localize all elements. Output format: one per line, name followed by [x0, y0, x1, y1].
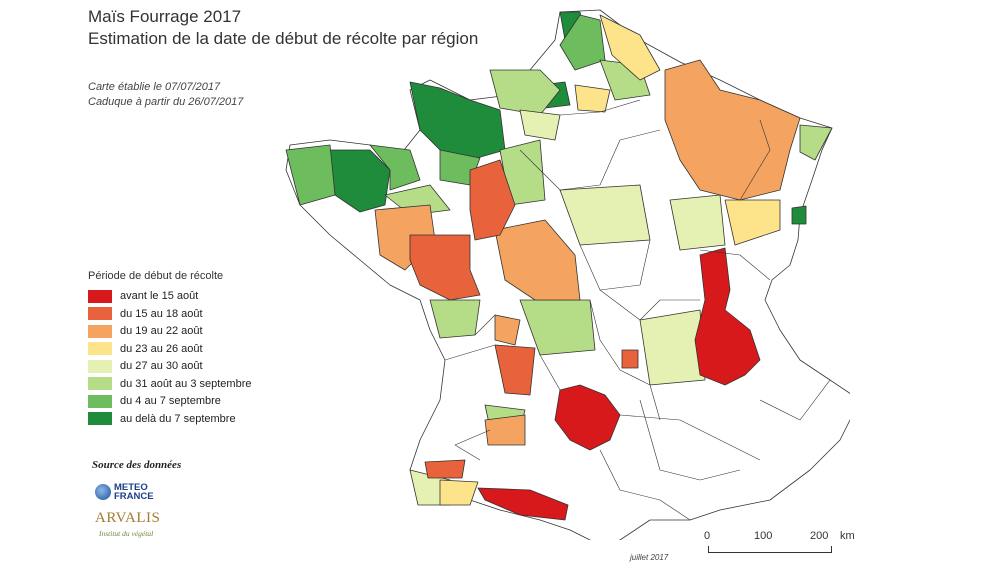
arvalis-subtitle: Institut du végétal	[99, 529, 154, 538]
region-redorange-massif	[621, 349, 639, 369]
arvalis-logo: ARVALIS Institut du végétal	[95, 510, 160, 538]
expiry-date: Caduque à partir du 26/07/2017	[88, 96, 244, 108]
scale-label-200: 200	[810, 530, 829, 542]
legend-swatch	[88, 307, 112, 320]
legend-label: du 15 au 18 août	[120, 307, 203, 320]
meteo-france-line2: FRANCE	[114, 491, 154, 502]
region-light-green-lorraine	[799, 124, 833, 161]
region-orange-limousin	[494, 314, 521, 346]
legend-swatch	[88, 412, 112, 425]
scale-labels: 0 100 200 km	[690, 530, 890, 544]
legend-item: du 19 au 22 août	[88, 323, 251, 339]
legend-swatch	[88, 342, 112, 355]
meteo-france-text: METEO FRANCE	[114, 482, 154, 502]
legend-item: du 23 au 26 août	[88, 341, 251, 357]
region-pale-green-north	[519, 109, 561, 141]
meteo-france-line1: METEO	[114, 482, 148, 493]
legend-item: du 27 au 30 août	[88, 358, 251, 374]
map-subtitle: Estimation de la date de début de récolt…	[88, 29, 479, 48]
scale-label-100: 100	[754, 530, 773, 542]
region-red-massif-central	[554, 384, 621, 451]
region-yellow-alsace	[724, 199, 781, 246]
meteo-france-icon	[95, 484, 111, 500]
region-redorange-vendee	[409, 234, 481, 301]
legend-item: du 15 au 18 août	[88, 306, 251, 322]
legend-item: du 4 au 7 septembre	[88, 393, 251, 409]
legend-label: avant le 15 août	[120, 290, 199, 302]
region-redorange-dordogne	[494, 344, 536, 396]
legend-swatch	[88, 324, 112, 338]
legend-label: du 27 au 30 août	[120, 360, 203, 372]
region-green-nord	[559, 14, 606, 71]
creation-date: Carte établie le 07/07/2017	[88, 81, 221, 93]
region-green-bretagne	[285, 144, 336, 206]
legend-swatch	[88, 394, 112, 408]
legend-label: au delà du 7 septembre	[120, 412, 236, 425]
legend-item: au delà du 7 septembre	[88, 411, 251, 427]
footer-date: juillet 2017	[630, 553, 669, 562]
region-redorange-pyrenees	[424, 459, 466, 479]
scale-bar: 0 100 200 km	[690, 530, 890, 553]
region-pale-green-east	[669, 194, 726, 251]
region-pale-green-rhone	[639, 309, 706, 386]
scale-unit: km	[840, 530, 855, 542]
legend-swatch	[88, 359, 112, 373]
legend-label: du 31 août au 3 septembre	[120, 377, 252, 390]
region-light-green-north	[489, 69, 561, 116]
source-title: Source des données	[92, 459, 182, 471]
region-red-pyrenees	[477, 487, 569, 521]
region-redorange-sarthe	[469, 159, 516, 241]
region-green-bretagne-east	[369, 144, 421, 191]
france-map	[285, 9, 850, 540]
meteo-france-logo: METEO FRANCE	[95, 483, 154, 501]
legend-swatch	[88, 289, 112, 303]
legend: Période de début de récolte avant le 15 …	[88, 270, 251, 428]
legend-label: du 4 au 7 septembre	[120, 395, 221, 407]
scale-label-0: 0	[704, 530, 711, 542]
legend-label: du 23 au 26 août	[120, 342, 203, 355]
region-yellow-picardie	[574, 84, 611, 113]
region-dark-green-alsace	[791, 205, 807, 225]
region-orange-aquitaine	[484, 414, 526, 446]
region-red-rhone-alpes	[694, 247, 761, 386]
legend-label: du 19 au 22 août	[120, 325, 203, 337]
legend-swatch	[88, 377, 112, 390]
arvalis-name: ARVALIS	[95, 510, 161, 526]
region-orange-centre	[494, 219, 581, 301]
legend-item: avant le 15 août	[88, 288, 251, 304]
map-meta: Carte établie le 07/07/2017 Caduque à pa…	[88, 80, 243, 110]
map-title: Maïs Fourrage 2017	[88, 7, 242, 26]
scale-line	[708, 546, 832, 553]
legend-title: Période de début de récolte	[88, 270, 224, 282]
legend-item: du 31 août au 3 septembre	[88, 376, 251, 392]
region-orange-champagne	[664, 59, 801, 201]
region-yellow-north	[599, 14, 661, 81]
title-block: Maïs Fourrage 2017 Estimation de la date…	[88, 6, 478, 50]
region-yellow-southwest	[439, 479, 479, 506]
